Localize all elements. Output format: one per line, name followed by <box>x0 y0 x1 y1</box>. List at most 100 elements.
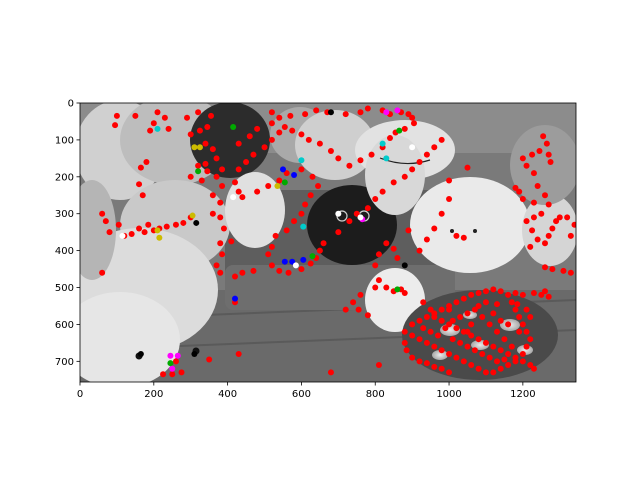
y-axis: 0 100 200 300 400 500 600 700 <box>55 99 80 368</box>
keypoint-marker <box>147 127 154 134</box>
keypoint-marker <box>232 179 238 186</box>
keypoint-marker <box>283 170 290 177</box>
keypoint-marker <box>291 171 298 178</box>
keypoint-marker <box>102 218 109 225</box>
keypoint-marker <box>431 310 438 317</box>
keypoint-marker <box>217 240 224 247</box>
keypoint-marker <box>239 194 246 201</box>
keypoint-marker <box>542 240 548 247</box>
keypoint-marker <box>279 166 286 173</box>
x-axis: 0 200 400 600 800 1000 1200 <box>77 382 536 400</box>
keypoint-marker <box>163 223 170 230</box>
keypoint-marker <box>416 336 423 343</box>
keypoint-marker <box>530 290 537 297</box>
keypoint-marker <box>196 127 203 134</box>
keypoint-marker <box>154 125 161 132</box>
keypoint-marker <box>438 136 445 143</box>
keypoint-marker <box>482 299 489 306</box>
keypoint-marker <box>281 179 288 186</box>
keypoint-marker <box>379 188 386 195</box>
keypoint-marker <box>482 288 489 295</box>
keypoint-marker <box>519 155 526 162</box>
keypoint-marker <box>457 314 464 321</box>
y-tick-label: 200 <box>55 172 74 183</box>
keypoint-marker <box>383 155 390 162</box>
keypoint-marker <box>202 160 209 167</box>
keypoint-marker <box>523 162 530 169</box>
keypoint-marker <box>309 253 316 260</box>
keypoint-marker <box>519 195 526 202</box>
plot-area: 0 200 400 600 800 1000 1200 0 100 200 300 400 500 60… <box>55 99 577 400</box>
keypoint-marker <box>527 314 534 321</box>
keypoint-marker <box>434 332 441 339</box>
keypoint-marker <box>438 365 445 372</box>
keypoint-marker <box>289 127 296 134</box>
keypoint-marker <box>530 214 537 221</box>
keypoint-marker <box>530 365 537 372</box>
keypoint-marker <box>315 183 322 190</box>
keypoint-marker <box>446 369 453 376</box>
keypoint-marker <box>514 301 521 308</box>
y-tick-label: 100 <box>55 135 74 146</box>
keypoint-marker <box>209 192 216 199</box>
keypoint-marker <box>519 358 526 365</box>
keypoint-marker <box>276 129 283 136</box>
keypoint-marker <box>409 166 416 173</box>
keypoint-marker <box>202 140 209 147</box>
keypoint-marker <box>268 109 275 116</box>
keypoint-marker <box>300 223 307 230</box>
keypoint-marker <box>145 221 152 228</box>
keypoint-marker <box>143 159 150 166</box>
keypoint-marker <box>172 358 179 365</box>
keypoint-marker <box>320 240 327 247</box>
keypoint-marker <box>446 195 453 202</box>
keypoint-marker <box>534 183 541 190</box>
y-tick-label: 700 <box>55 357 74 368</box>
keypoint-marker <box>327 109 334 116</box>
keypoint-marker <box>405 227 412 234</box>
keypoint-marker <box>368 151 375 158</box>
keypoint-marker <box>298 210 305 217</box>
keypoint-marker <box>213 155 220 162</box>
keypoint-marker <box>427 306 434 313</box>
keypoint-marker <box>198 177 205 184</box>
keypoint-marker <box>567 269 574 276</box>
keypoint-marker <box>523 343 530 350</box>
keypoint-marker <box>137 350 144 357</box>
keypoint-marker <box>292 262 299 269</box>
keypoint-marker <box>446 306 453 313</box>
keypoint-marker <box>268 262 275 269</box>
keypoint-marker <box>416 159 423 166</box>
keypoint-marker <box>486 354 493 361</box>
keypoint-marker <box>571 221 576 228</box>
keypoint-marker <box>553 218 560 225</box>
keypoint-marker <box>300 256 307 263</box>
keypoint-marker <box>505 350 512 357</box>
keypoint-marker <box>501 356 508 363</box>
keypoint-marker <box>512 358 519 365</box>
keypoint-marker <box>305 136 312 143</box>
y-tick-label: 300 <box>55 209 74 220</box>
keypoint-marker <box>490 343 497 350</box>
keypoint-marker <box>519 350 526 357</box>
keypoint-marker <box>401 339 408 346</box>
keypoint-marker <box>254 188 261 195</box>
keypoint-marker <box>335 155 342 162</box>
keypoint-marker <box>204 168 211 175</box>
keypoint-marker <box>490 310 497 317</box>
keypoint-marker <box>464 310 471 317</box>
keypoint-marker <box>342 111 349 118</box>
keypoint-marker <box>355 306 362 313</box>
keypoint-marker <box>298 131 305 138</box>
keypoint-marker <box>313 107 320 114</box>
keypoint-marker <box>431 144 438 151</box>
x-tick-label: 200 <box>144 389 163 400</box>
keypoint-marker <box>115 221 122 228</box>
keypoint-marker <box>549 225 556 232</box>
keypoint-marker <box>468 332 475 339</box>
keypoint-marker <box>420 325 427 332</box>
keypoint-marker <box>512 184 519 191</box>
keypoint-marker <box>542 264 548 271</box>
keypoint-marker <box>254 125 261 132</box>
